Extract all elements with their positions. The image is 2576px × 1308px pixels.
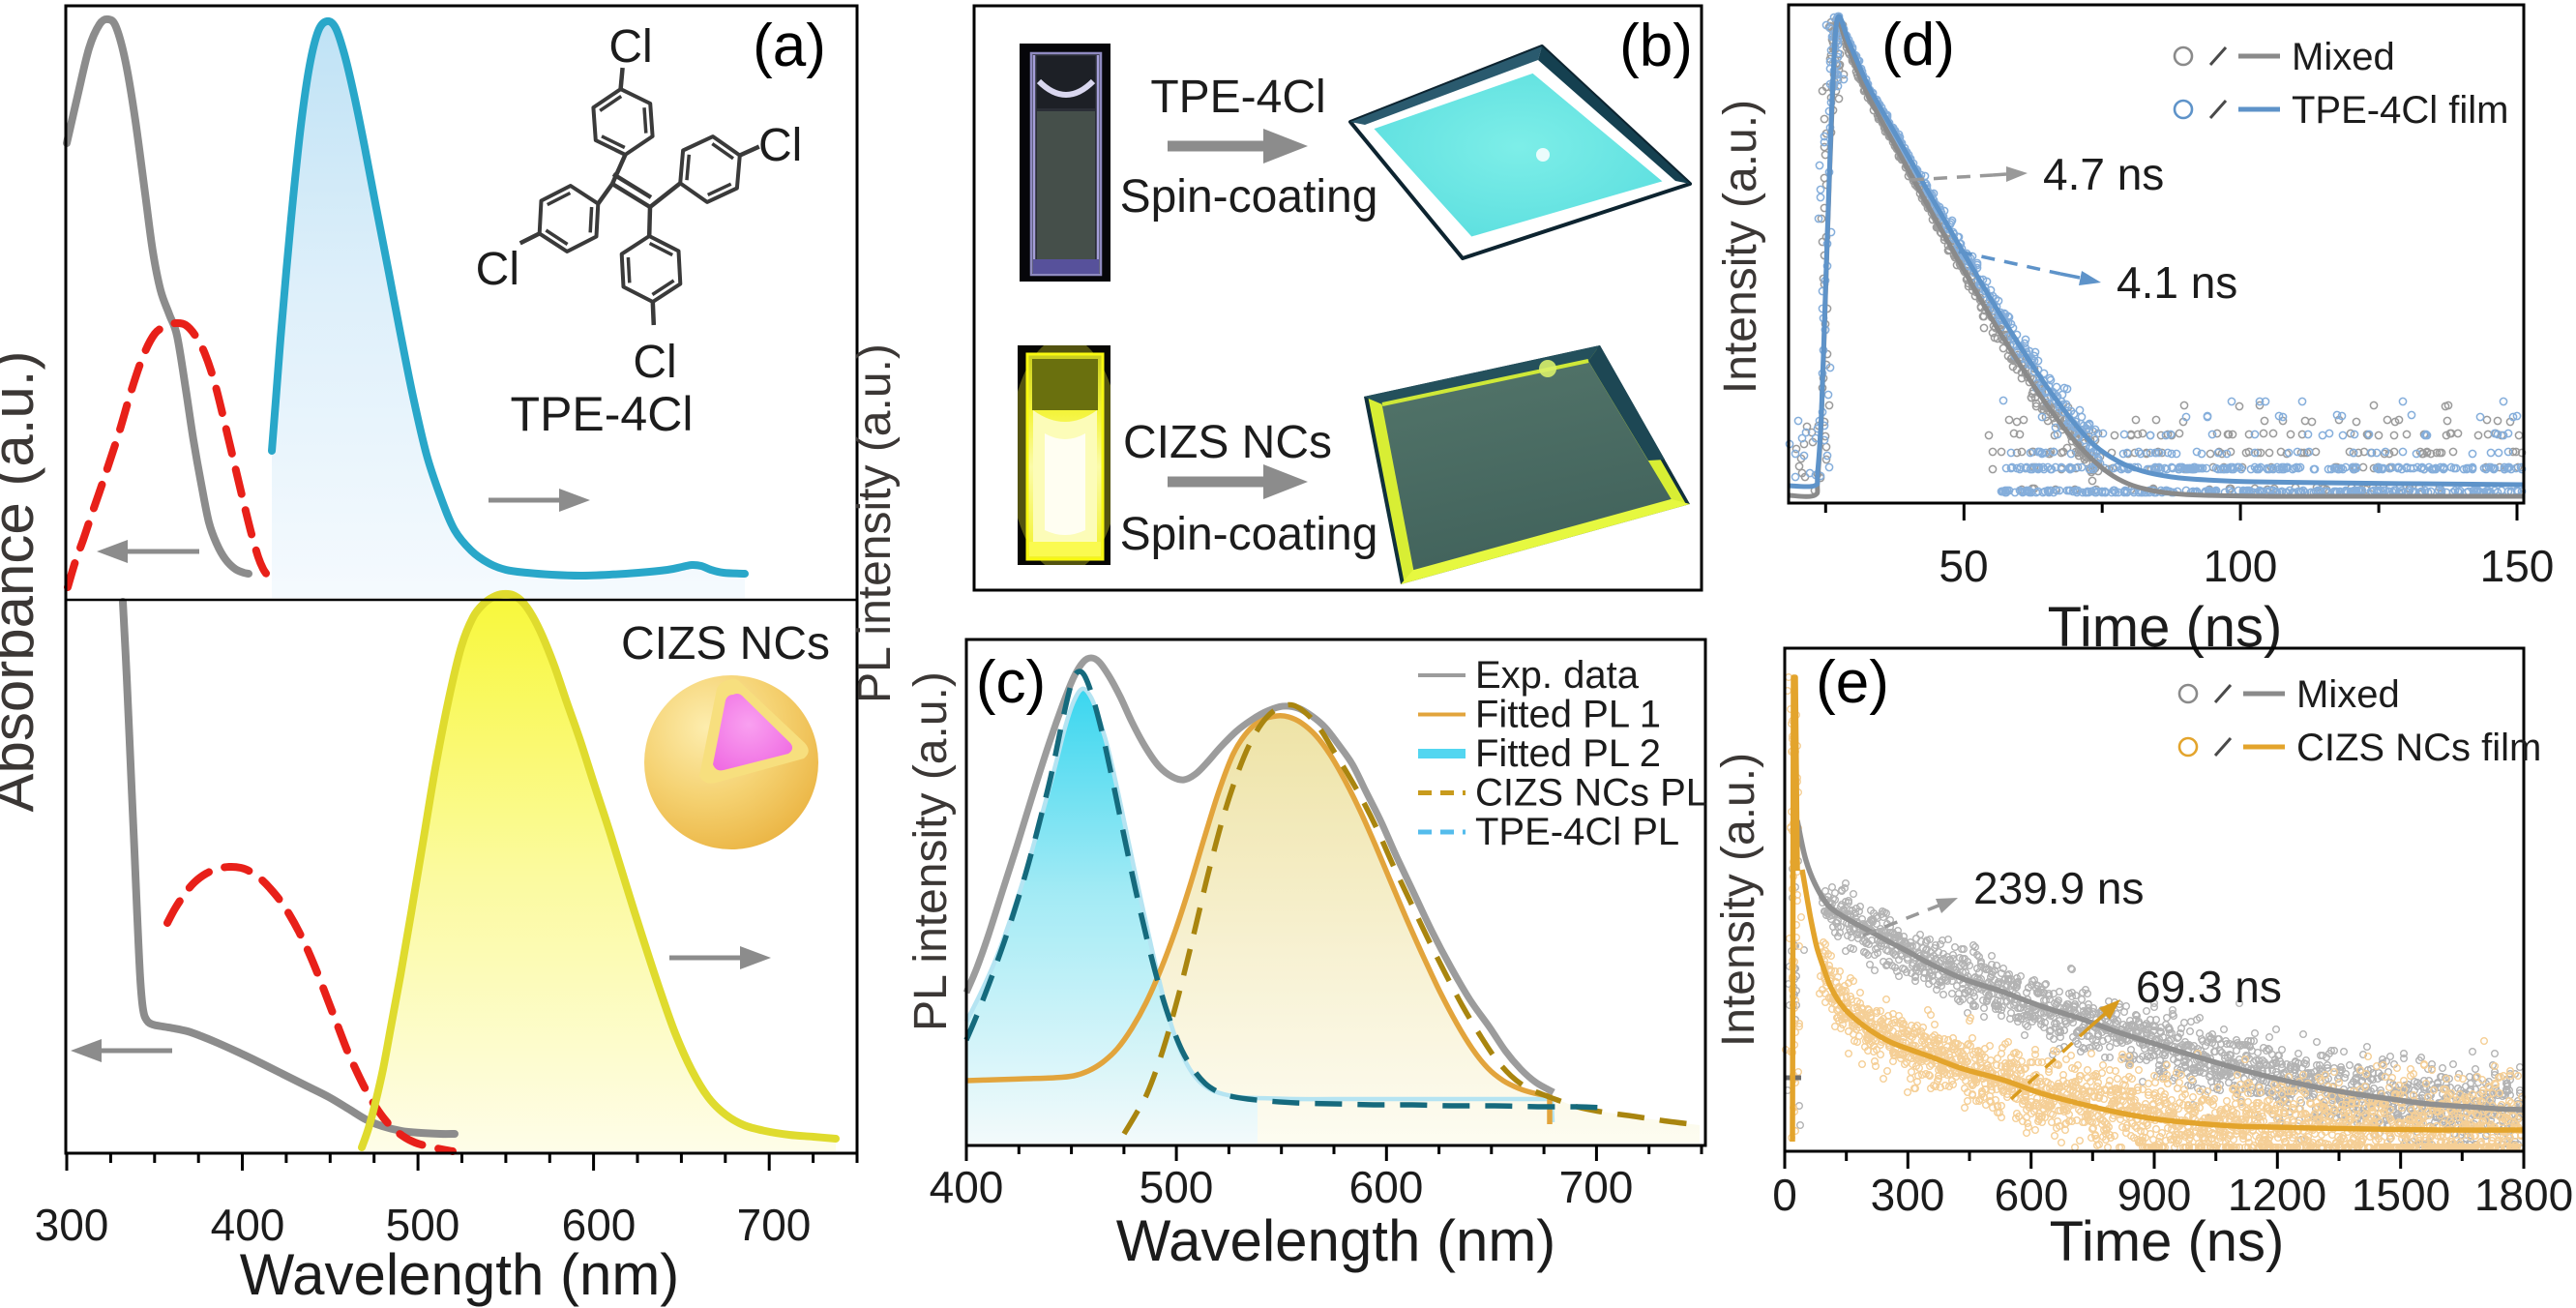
svg-text:PL intensity (a.u.): PL intensity (a.u.) (849, 343, 901, 703)
svg-text:700: 700 (737, 1200, 812, 1250)
svg-text:4.7 ns: 4.7 ns (2043, 149, 2164, 199)
svg-text:50: 50 (1939, 541, 1988, 591)
svg-text:CIZS NCs: CIZS NCs (621, 618, 830, 669)
svg-text:PL intensity (a.u.): PL intensity (a.u.) (905, 671, 957, 1031)
svg-text:Cl: Cl (608, 21, 652, 73)
svg-text:Fitted PL 2: Fitted PL 2 (1475, 732, 1661, 775)
svg-text:600: 600 (562, 1200, 637, 1250)
svg-text:700: 700 (1559, 1162, 1634, 1212)
svg-text:400: 400 (211, 1200, 285, 1250)
svg-text:Exp. data: Exp. data (1475, 654, 1640, 697)
svg-text:Absorbance (a.u.): Absorbance (a.u.) (0, 351, 45, 813)
svg-text:TPE-4Cl: TPE-4Cl (511, 387, 694, 441)
svg-text:500: 500 (386, 1200, 460, 1250)
svg-text:TPE-4Cl PL: TPE-4Cl PL (1475, 811, 1679, 853)
svg-text:4.1 ns: 4.1 ns (2117, 257, 2237, 308)
svg-text:(d): (d) (1881, 12, 1955, 78)
svg-text:150: 150 (2480, 541, 2555, 591)
svg-text:CIZS NCs PL: CIZS NCs PL (1475, 772, 1707, 815)
svg-text:Spin-coating: Spin-coating (1120, 509, 1378, 560)
svg-text:(b): (b) (1619, 13, 1693, 79)
svg-text:Cl: Cl (476, 244, 519, 295)
svg-text:500: 500 (1140, 1162, 1214, 1212)
svg-text:Spin-coating: Spin-coating (1120, 171, 1378, 223)
svg-text:600: 600 (1349, 1162, 1424, 1212)
svg-text:Mixed: Mixed (2292, 36, 2395, 78)
svg-text:Cl: Cl (758, 120, 802, 171)
svg-text:CIZS NCs: CIZS NCs (1123, 417, 1332, 468)
svg-text:Fitted PL 1: Fitted PL 1 (1475, 694, 1661, 736)
svg-text:100: 100 (2204, 541, 2278, 591)
svg-text:Wavelength (nm): Wavelength (nm) (1116, 1208, 1556, 1273)
svg-text:Cl: Cl (633, 337, 676, 388)
svg-text:(a): (a) (753, 13, 826, 79)
svg-text:400: 400 (930, 1162, 1004, 1212)
svg-text:300: 300 (35, 1200, 109, 1250)
svg-text:Intensity (a.u.): Intensity (a.u.) (1715, 100, 1766, 394)
svg-text:TPE-4Cl film: TPE-4Cl film (2292, 89, 2508, 132)
svg-text:(c): (c) (976, 649, 1046, 716)
svg-text:Wavelength (nm): Wavelength (nm) (240, 1242, 680, 1307)
svg-text:TPE-4Cl: TPE-4Cl (1150, 72, 1325, 123)
